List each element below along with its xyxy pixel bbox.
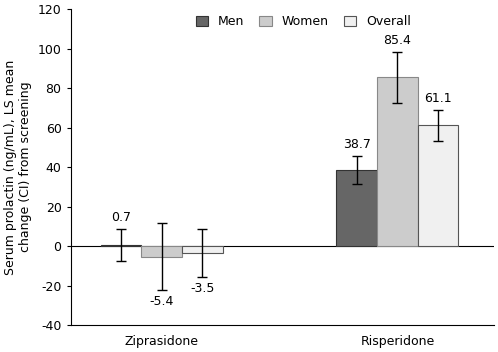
Text: 38.7: 38.7 <box>343 138 371 151</box>
Bar <box>336 170 377 246</box>
Text: 61.1: 61.1 <box>424 92 452 105</box>
Bar <box>141 246 182 257</box>
Bar <box>101 245 141 246</box>
Legend: Men, Women, Overall: Men, Women, Overall <box>196 15 411 29</box>
Text: -5.4: -5.4 <box>149 295 174 308</box>
Text: 0.7: 0.7 <box>111 211 131 224</box>
Text: 85.4: 85.4 <box>383 34 411 47</box>
Bar <box>377 77 418 246</box>
Text: -3.5: -3.5 <box>190 282 215 295</box>
Y-axis label: Serum prolactin (ng/mL), LS mean
change (CI) from screening: Serum prolactin (ng/mL), LS mean change … <box>4 59 32 275</box>
Bar <box>418 125 459 246</box>
Bar <box>182 246 223 253</box>
